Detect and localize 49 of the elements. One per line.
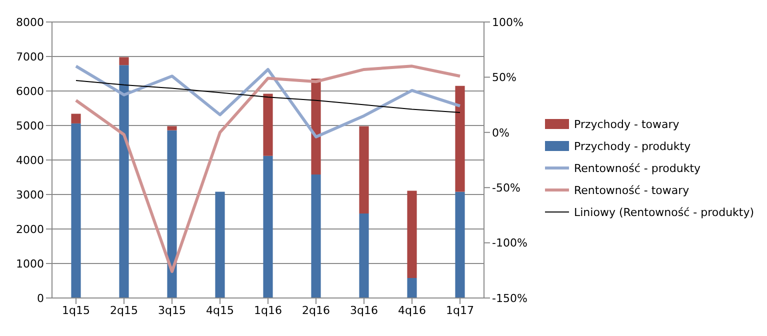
bar [263,156,273,298]
bar [71,123,81,298]
y2-tick-label: -100% [492,236,528,250]
bar [455,192,465,298]
legend-label: Liniowy (Rentowność - produkty) [574,206,754,218]
bar [359,126,369,214]
x-tick-label: 2q16 [302,304,330,317]
y2-tick-label: 50% [492,71,516,84]
line-series [76,80,460,114]
y2-tick-label: 100% [492,16,524,29]
x-tick-label: 1q15 [62,304,90,317]
legend-label: Rentowność - produkty [574,162,701,174]
bar [167,130,177,298]
x-tick-label: 4q15 [206,304,234,317]
line-series [74,64,462,138]
y-tick-label: 8000 [16,16,44,29]
y-tick-label: 0 [37,292,44,305]
bar [407,278,417,298]
bar [455,86,465,192]
y-tick-label: 3000 [16,188,44,202]
x-tick-label: 3q16 [350,304,378,317]
bar [311,78,321,174]
bar [119,65,129,298]
x-tick-label: 2q15 [110,304,138,317]
bar [167,126,177,130]
bar [119,57,129,66]
x-tick-label: 1q17 [446,304,474,317]
y2-tick-label: -50% [492,182,520,195]
y-tick-label: 1000 [16,257,44,270]
legend-label: Rentowność - towary [574,184,690,196]
y-tick-label: 6000 [16,84,44,98]
bar [71,114,81,124]
y2-tick-label: 0% [492,126,510,140]
x-tick-label: 1q16 [254,304,282,317]
y-tick-label: 7000 [16,50,44,64]
y-tick-label: 5000 [16,119,44,132]
x-tick-label: 4q16 [398,304,426,317]
x-tick-label: 3q15 [158,304,186,317]
bar [311,174,321,298]
bar [215,192,225,298]
y-tick-label: 4000 [16,154,44,167]
y2-tick-label: -150% [492,292,528,305]
y-tick-label: 2000 [16,222,44,236]
legend-label: Przychody - towary [574,118,680,130]
line-series [74,64,462,274]
bar [359,213,369,298]
bar [263,94,273,156]
bar [407,190,417,278]
legend-label: Przychody - produkty [574,140,691,152]
